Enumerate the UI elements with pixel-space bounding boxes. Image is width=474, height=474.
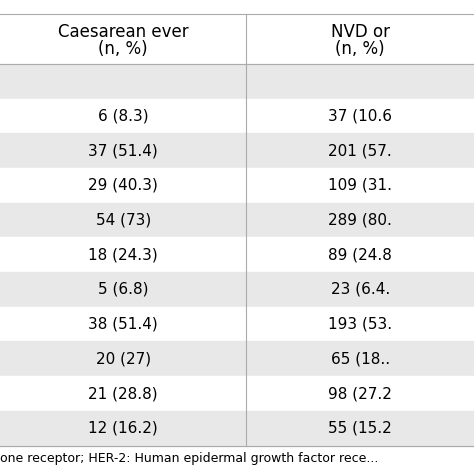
Text: 20 (27): 20 (27)	[96, 351, 151, 366]
Bar	[0, 133, 474, 168]
Bar	[0, 376, 474, 411]
Bar	[0, 341, 474, 376]
Text: 55 (15.2: 55 (15.2	[328, 421, 392, 436]
Text: 65 (18..: 65 (18..	[331, 351, 390, 366]
Text: 98 (27.2: 98 (27.2	[328, 386, 392, 401]
Text: 5 (6.8): 5 (6.8)	[98, 282, 148, 297]
Text: one receptor; HER-2: Human epidermal growth factor rece...: one receptor; HER-2: Human epidermal gro…	[0, 452, 378, 465]
Bar	[0, 14, 474, 64]
Text: NVD or: NVD or	[331, 23, 390, 40]
Text: Caesarean ever: Caesarean ever	[58, 23, 189, 40]
Text: 29 (40.3): 29 (40.3)	[88, 178, 158, 193]
Bar	[0, 99, 474, 133]
Text: 12 (16.2): 12 (16.2)	[88, 421, 158, 436]
Text: 37 (10.6: 37 (10.6	[328, 109, 392, 124]
Text: 23 (6.4.: 23 (6.4.	[331, 282, 390, 297]
Text: 109 (31.: 109 (31.	[328, 178, 392, 193]
Bar	[0, 168, 474, 203]
Text: 21 (28.8): 21 (28.8)	[89, 386, 158, 401]
Bar	[0, 307, 474, 341]
Bar	[0, 411, 474, 446]
Text: 289 (80.: 289 (80.	[328, 212, 392, 228]
Text: 37 (51.4): 37 (51.4)	[88, 143, 158, 158]
Bar	[0, 64, 474, 99]
Bar	[0, 237, 474, 272]
Text: 6 (8.3): 6 (8.3)	[98, 109, 148, 124]
Text: 89 (24.8: 89 (24.8	[328, 247, 392, 262]
Text: (n, %): (n, %)	[99, 40, 148, 57]
Bar	[0, 272, 474, 307]
Text: 201 (57.: 201 (57.	[328, 143, 392, 158]
Text: 193 (53.: 193 (53.	[328, 317, 392, 332]
Text: 18 (24.3): 18 (24.3)	[88, 247, 158, 262]
Text: (n, %): (n, %)	[336, 40, 385, 57]
Text: 54 (73): 54 (73)	[96, 212, 151, 228]
Text: 38 (51.4): 38 (51.4)	[88, 317, 158, 332]
Bar	[0, 203, 474, 237]
